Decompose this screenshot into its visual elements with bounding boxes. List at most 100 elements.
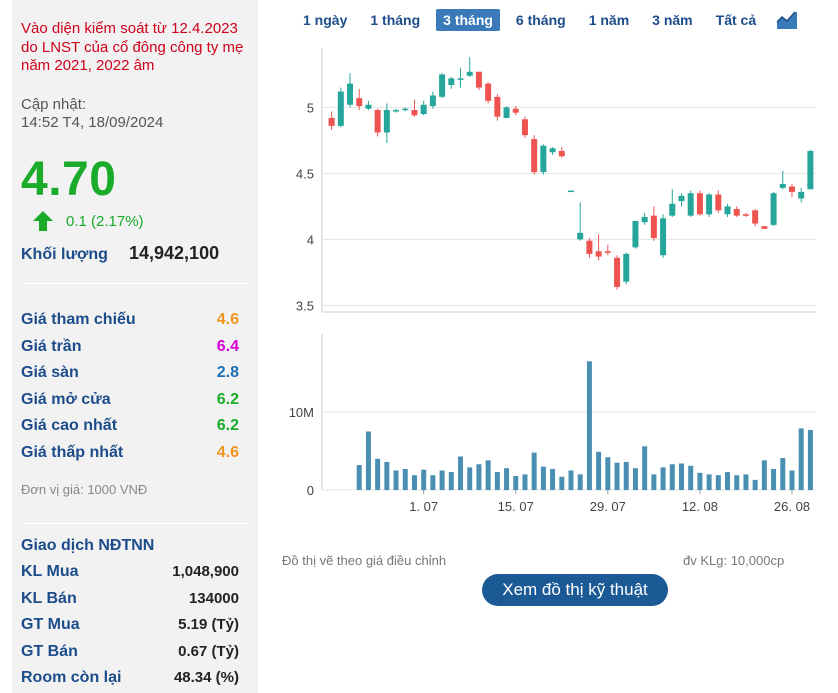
price-stat-row: Giá sàn 2.8 bbox=[21, 364, 239, 382]
volume-bar bbox=[771, 468, 777, 490]
volume-bar bbox=[743, 474, 749, 490]
candle-body bbox=[798, 191, 805, 199]
volume-bar bbox=[632, 468, 638, 490]
tab-period[interactable]: 3 tháng bbox=[436, 9, 500, 31]
price-tick-label: 4.5 bbox=[296, 166, 314, 181]
period-tabs: 1 ngày 1 tháng 3 tháng 6 tháng 1 năm 3 năm Tất… bbox=[296, 9, 798, 31]
candle-body bbox=[632, 220, 639, 248]
price-tick-label: 4 bbox=[307, 232, 314, 247]
candle-body bbox=[706, 194, 713, 215]
volume-bar bbox=[596, 451, 602, 490]
volume-bar bbox=[375, 458, 381, 490]
candle-body bbox=[503, 107, 510, 118]
price-stat-row: Giá tham chiếu 4.6 bbox=[21, 311, 239, 329]
volume-bar bbox=[458, 456, 464, 490]
volume-label: Khối lượng bbox=[21, 246, 108, 263]
update-time: 14:52 T4, 18/09/2024 bbox=[21, 114, 164, 131]
candle-body bbox=[494, 96, 501, 117]
volume-bar bbox=[642, 446, 648, 490]
volume-bar bbox=[725, 472, 731, 490]
candle-body bbox=[466, 71, 473, 76]
tab-period[interactable]: 6 tháng bbox=[515, 12, 566, 28]
candle-body bbox=[586, 240, 593, 254]
candle-body bbox=[807, 150, 814, 190]
candle-body bbox=[448, 78, 455, 85]
price-change: 0.1 (2.17%) bbox=[66, 212, 144, 230]
volume-bar bbox=[715, 475, 721, 490]
tab-period[interactable]: 1 tháng bbox=[370, 12, 421, 28]
tab-period[interactable]: 1 ngày bbox=[303, 12, 348, 28]
volume-bar bbox=[577, 474, 583, 490]
candle-body bbox=[512, 108, 519, 113]
divider bbox=[21, 523, 251, 524]
candle-body bbox=[752, 210, 759, 224]
price-volume-chart: 3.5 4 4.5 5 0 10M 1. 07 15. 07 29. 07 12. 08 26. 0… bbox=[289, 48, 816, 514]
volume-bar bbox=[559, 476, 565, 490]
stat-label: Giá tham chiếu bbox=[21, 311, 136, 328]
candle-body bbox=[420, 104, 427, 114]
candle-body bbox=[604, 251, 611, 253]
candle-body bbox=[337, 91, 344, 126]
volume-bar bbox=[660, 467, 666, 490]
volume-value: 14,942,100 bbox=[129, 243, 220, 263]
update-label: Cập nhật: bbox=[21, 96, 87, 113]
candle-body bbox=[475, 71, 482, 88]
volume-bar bbox=[522, 474, 528, 490]
foreign-value: 0.67 (Tỷ) bbox=[178, 642, 239, 660]
stat-value: 6.2 bbox=[216, 390, 239, 408]
foreign-value: 5.19 (Tỷ) bbox=[178, 616, 239, 633]
volume-bar bbox=[393, 470, 399, 490]
foreign-stat-row: GT Bán 0.67 (Tỷ) bbox=[21, 643, 239, 661]
volume-bar bbox=[697, 472, 703, 490]
x-tick-label: 12. 08 bbox=[682, 499, 718, 514]
volume-bar bbox=[540, 466, 546, 490]
foreign-value: 134000 bbox=[188, 589, 239, 607]
volume-bar bbox=[586, 361, 592, 490]
volume-bar bbox=[411, 475, 417, 490]
volume-bar bbox=[476, 464, 482, 490]
candle-body bbox=[623, 253, 630, 282]
info-panel: Vào diện kiểm soát từ 12.4.2023 do LNST … bbox=[12, 0, 258, 693]
stat-label: Giá sàn bbox=[21, 364, 79, 381]
tab-period[interactable]: Tất cả bbox=[715, 12, 757, 28]
candle-body bbox=[788, 186, 795, 192]
tab-period[interactable]: 1 năm bbox=[588, 12, 630, 28]
divider bbox=[21, 283, 251, 284]
candle-body bbox=[669, 203, 676, 216]
volume-bar bbox=[789, 470, 795, 490]
price-tick-label: 3.5 bbox=[296, 298, 314, 313]
price-change-row: 0.1 (2.17%) bbox=[32, 210, 144, 232]
foreign-label: GT Mua bbox=[21, 616, 80, 633]
stat-value: 4.6 bbox=[216, 443, 239, 461]
stat-value: 6.2 bbox=[216, 417, 239, 434]
candle-body bbox=[678, 195, 685, 202]
candle-body bbox=[779, 183, 786, 188]
technical-chart-button[interactable]: Xem đồ thị kỹ thuật bbox=[482, 574, 668, 606]
stat-label: Giá thấp nhất bbox=[21, 443, 124, 461]
price-stat-row: Giá mở cửa 6.2 bbox=[21, 391, 239, 409]
x-tick-label: 26. 08 bbox=[774, 499, 810, 514]
volume-tick-label: 0 bbox=[307, 483, 314, 498]
candle-body bbox=[347, 83, 354, 105]
foreign-stat-row: KL Bán 134000 bbox=[21, 590, 239, 608]
stat-value: 4.6 bbox=[216, 311, 239, 328]
volume-bar bbox=[421, 469, 427, 490]
current-price: 4.70 bbox=[21, 153, 117, 206]
foreign-value: 1,048,900 bbox=[172, 563, 239, 580]
tab-period[interactable]: 3 năm bbox=[652, 12, 693, 28]
candle-body bbox=[595, 251, 602, 257]
chart-area-icon[interactable] bbox=[776, 10, 798, 30]
control-warning: Vào diện kiểm soát từ 12.4.2023 do LNST … bbox=[21, 20, 244, 74]
foreign-stat-row: KL Mua 1,048,900 bbox=[21, 563, 239, 581]
price-tick-label: 5 bbox=[307, 100, 314, 115]
candle-body bbox=[696, 193, 703, 215]
volume-bar bbox=[651, 474, 657, 490]
stat-label: Giá mở cửa bbox=[21, 390, 111, 408]
volume-bar bbox=[402, 468, 408, 490]
candle-body bbox=[577, 232, 584, 240]
candle-body bbox=[549, 148, 556, 153]
candle-body bbox=[356, 98, 363, 107]
volume-tick-label: 10M bbox=[289, 405, 314, 420]
candle-body bbox=[521, 119, 528, 136]
candle-body bbox=[614, 257, 621, 287]
